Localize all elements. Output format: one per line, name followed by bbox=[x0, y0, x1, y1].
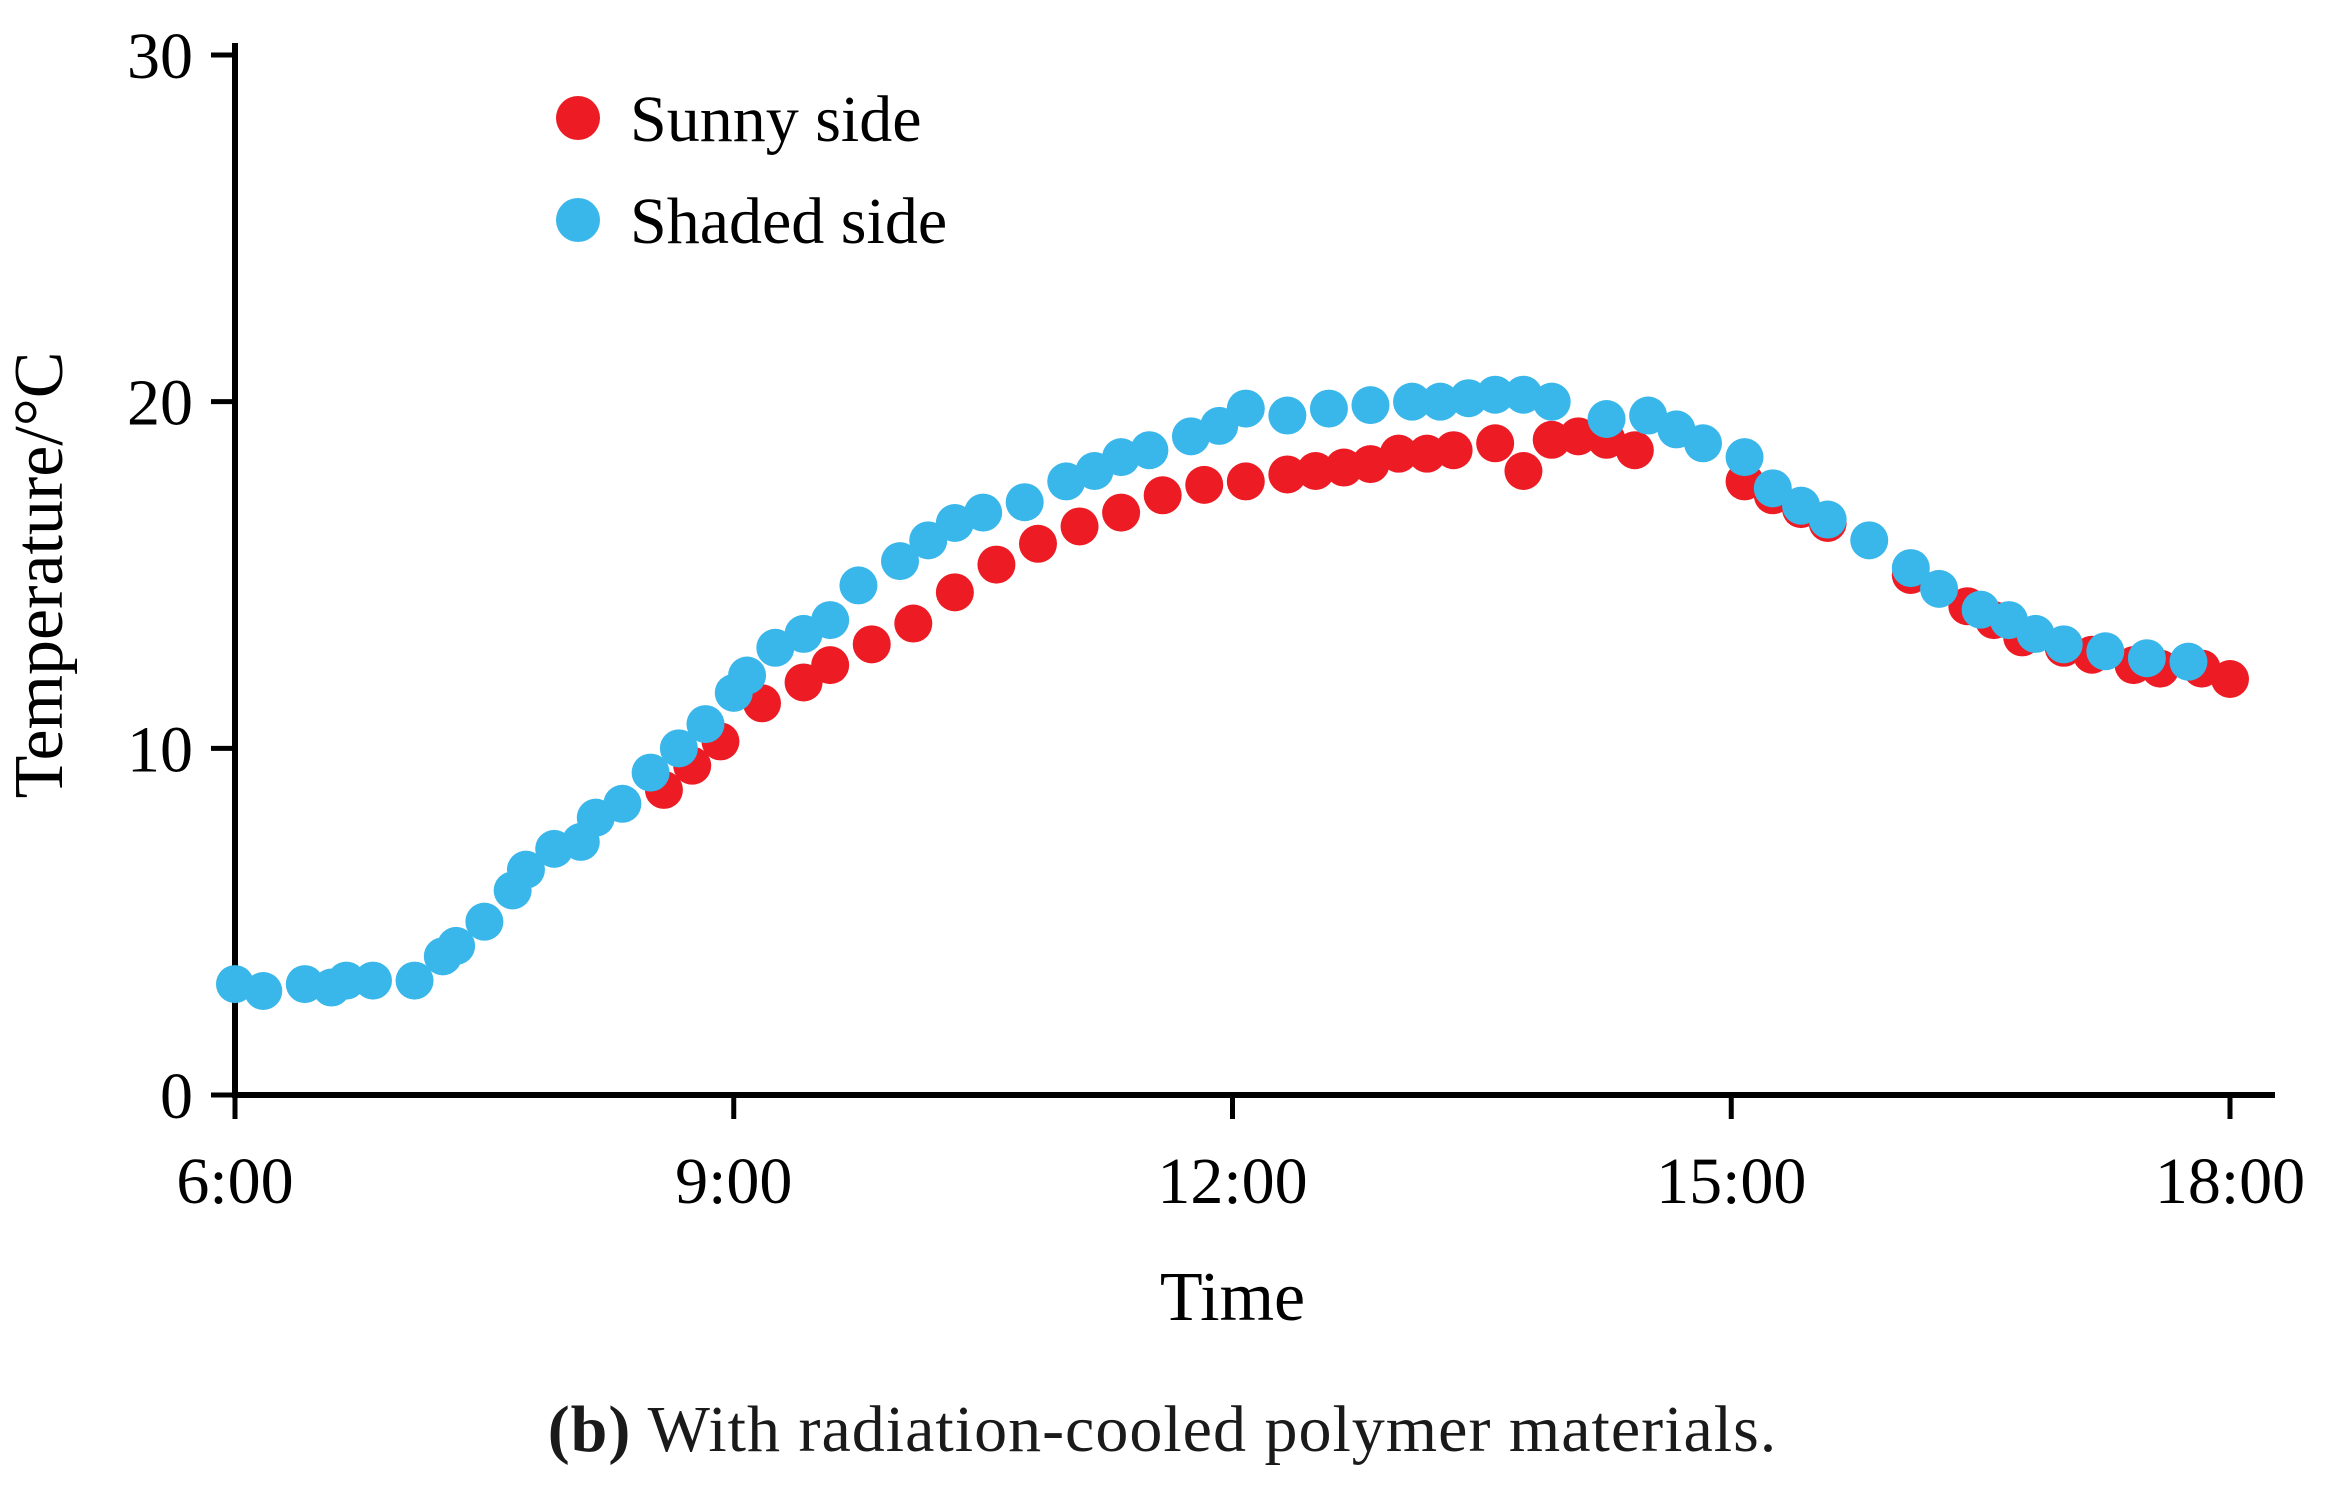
data-point-shaded-side bbox=[1683, 424, 1722, 463]
data-point-shaded-side bbox=[244, 972, 283, 1010]
data-point-shaded-side bbox=[1629, 396, 1668, 435]
data-point-shaded-side bbox=[2169, 642, 2208, 681]
y-tick-label: 30 bbox=[127, 20, 193, 93]
x-tick-label: 18:00 bbox=[2155, 1145, 2305, 1218]
data-point-sunny-side bbox=[2211, 660, 2249, 698]
data-point-shaded-side bbox=[686, 705, 725, 744]
data-point-sunny-side bbox=[1434, 431, 1473, 470]
x-axis-title: Time bbox=[1160, 1259, 1305, 1336]
data-point-sunny-side bbox=[894, 604, 933, 643]
data-point-sunny-side bbox=[977, 545, 1016, 584]
data-point-shaded-side bbox=[353, 961, 392, 1000]
data-point-shaded-side bbox=[1309, 389, 1348, 428]
data-point-shaded-side bbox=[1753, 469, 1792, 508]
data-point-shaded-side bbox=[1393, 382, 1432, 421]
x-tick-label: 12:00 bbox=[1157, 1145, 1307, 1218]
data-point-shaded-side bbox=[327, 961, 366, 1000]
data-point-shaded-side bbox=[811, 601, 850, 640]
data-point-shaded-side bbox=[881, 542, 919, 581]
data-point-shaded-side bbox=[1587, 400, 1626, 438]
data-point-sunny-side bbox=[1379, 434, 1418, 473]
data-point-shaded-side bbox=[2044, 625, 2083, 664]
figure-caption: (b) With radiation-cooled polymer materi… bbox=[0, 1392, 2325, 1468]
y-tick-label: 0 bbox=[160, 1060, 193, 1133]
data-point-shaded-side bbox=[506, 850, 545, 889]
data-point-shaded-side bbox=[2086, 632, 2125, 671]
data-point-shaded-side bbox=[1268, 396, 1307, 435]
data-point-shaded-side bbox=[1130, 431, 1169, 470]
caption-index: (b) bbox=[547, 1393, 632, 1466]
data-point-shaded-side bbox=[1532, 382, 1571, 421]
data-point-shaded-side bbox=[1850, 521, 1889, 560]
legend-label-shaded-side: Shaded side bbox=[630, 185, 947, 258]
data-point-shaded-side bbox=[756, 628, 795, 667]
data-point-shaded-side bbox=[964, 493, 1003, 532]
x-tick-label: 9:00 bbox=[675, 1145, 792, 1218]
data-point-shaded-side bbox=[1920, 569, 1959, 608]
caption-text: With radiation-cooled polymer materials. bbox=[631, 1393, 1778, 1466]
data-point-sunny-side bbox=[1143, 476, 1182, 515]
data-point-shaded-side bbox=[2127, 639, 2166, 678]
data-point-sunny-side bbox=[1504, 452, 1543, 490]
data-point-sunny-side bbox=[1296, 452, 1335, 490]
data-point-shaded-side bbox=[1226, 389, 1265, 428]
x-tick-label: 15:00 bbox=[1656, 1145, 1806, 1218]
data-point-sunny-side bbox=[1060, 507, 1099, 546]
data-point-sunny-side bbox=[1185, 465, 1224, 504]
data-point-shaded-side bbox=[1351, 386, 1390, 425]
data-point-shaded-side bbox=[631, 753, 670, 792]
data-point-sunny-side bbox=[1268, 455, 1307, 494]
y-axis-title: Temperature/°C bbox=[1, 352, 78, 799]
data-point-sunny-side bbox=[1226, 462, 1265, 501]
data-point-sunny-side bbox=[1018, 524, 1057, 563]
data-point-sunny-side bbox=[1102, 493, 1141, 532]
data-point-shaded-side bbox=[1005, 483, 1044, 522]
data-point-shaded-side bbox=[1421, 382, 1460, 421]
data-point-shaded-side bbox=[839, 566, 878, 605]
data-point-shaded-side bbox=[1476, 375, 1515, 414]
data-point-shaded-side bbox=[659, 729, 698, 768]
data-point-sunny-side bbox=[1559, 417, 1598, 456]
data-point-sunny-side bbox=[1476, 424, 1515, 463]
data-point-shaded-side bbox=[437, 926, 476, 965]
data-point-sunny-side bbox=[852, 625, 891, 664]
legend-label-sunny-side: Sunny side bbox=[630, 83, 922, 156]
data-point-shaded-side bbox=[728, 656, 767, 695]
data-point-sunny-side bbox=[811, 646, 850, 685]
data-point-sunny-side bbox=[1615, 431, 1654, 470]
y-tick-label: 20 bbox=[127, 367, 193, 440]
data-point-shaded-side bbox=[1808, 500, 1847, 539]
data-point-shaded-side bbox=[1891, 549, 1930, 588]
data-point-sunny-side bbox=[935, 573, 974, 612]
data-point-shaded-side bbox=[465, 902, 504, 941]
legend-marker-shaded-side bbox=[556, 198, 600, 242]
data-point-shaded-side bbox=[395, 961, 434, 1000]
x-tick-label: 6:00 bbox=[176, 1145, 293, 1218]
y-tick-label: 10 bbox=[127, 713, 193, 786]
data-point-shaded-side bbox=[1725, 438, 1764, 477]
data-point-shaded-side bbox=[603, 784, 642, 823]
legend-marker-sunny-side bbox=[556, 96, 600, 140]
